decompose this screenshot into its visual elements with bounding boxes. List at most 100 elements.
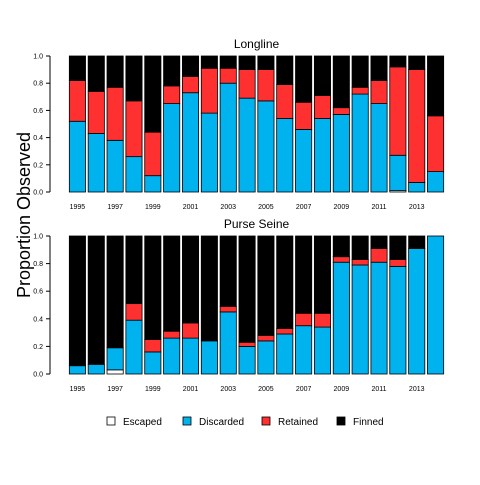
bar-retained-2005 [257,334,275,342]
x-tick-label: 2009 [334,204,350,211]
bar-retained-1996 [87,90,105,134]
bar-retained-2000 [163,330,181,339]
panel-longline: Longline 0.0 0.2 0.4 0.6 0.8 1.0 1995 1997 1999 20… [33,37,445,211]
bar-finned-2005 [257,235,275,336]
bar-finned-2006 [276,55,294,85]
bar-finned-2003 [219,235,237,307]
x-tick-label: 2011 [371,386,386,393]
bar-retained-2004 [238,341,256,347]
bar-discarded-2012 [389,265,407,375]
bar-retained-2010 [351,86,369,95]
bar-retained-1998 [125,100,143,158]
panel-purse-seine: Purse Seine 0.0 0.2 0.4 0.6 0.8 1.0 1995 1997 199… [33,217,445,393]
y-tick-label: 0.4 [33,135,43,142]
bar-finned-2003 [219,55,237,69]
bar-retained-1999 [144,339,162,353]
bar-discarded-2013 [408,182,426,193]
bar-discarded-1997 [106,347,124,371]
bar-discarded-2006 [276,118,294,193]
bar-discarded-1999 [144,351,162,375]
bar-finned-2007 [295,55,313,103]
bar-discarded-1995 [68,120,86,193]
bar-retained-2009 [332,107,350,115]
bar-retained-2012 [389,66,407,156]
bar-retained-2008 [313,95,331,119]
bar-finned-2008 [313,235,331,314]
bar-finned-1995 [68,235,86,367]
bar-finned-2010 [351,55,369,88]
panels: Longline 0.0 0.2 0.4 0.6 0.8 1.0 1995 1997 1999 20… [33,37,445,393]
bar-finned-2011 [370,235,388,249]
bar-retained-2001 [182,322,200,339]
bar-discarded-2012 [389,154,407,192]
x-tick-label: 2001 [183,386,199,393]
bar-finned-1996 [87,55,105,92]
bar-retained-2012 [389,259,407,267]
bar-discarded-2008 [313,326,331,375]
bar-discarded-2011 [370,261,388,375]
bar-finned-2005 [257,55,275,71]
bar-retained-2014 [427,115,445,172]
bar-retained-2011 [370,248,388,263]
bar-retained-2003 [219,67,237,84]
bar-discarded-2004 [238,345,256,375]
bar-finned-2010 [351,235,369,260]
x-tick-label: 1995 [70,204,86,211]
bar-retained-2001 [182,76,200,94]
bar-finned-2004 [238,235,256,343]
y-tick-label: 0.8 [33,81,43,88]
bar-finned-2002 [200,235,218,342]
y-tick-label: 0.2 [33,162,43,169]
x-tick-label: 2005 [258,204,274,211]
bar-retained-2009 [332,256,350,263]
y-tick-label: 1.0 [33,234,43,241]
legend-label-retained: Retained [278,417,318,428]
bar-retained-2006 [276,328,294,335]
x-tick-label: 1999 [145,386,161,393]
bar-finned-2004 [238,55,256,71]
x-tick-label: 2003 [220,204,236,211]
bar-finned-2000 [163,235,181,332]
x-tick-label: 2011 [371,204,386,211]
bar-discarded-2002 [200,112,218,193]
bar-discarded-2009 [332,114,350,193]
x-tick-label: 1999 [145,204,161,211]
x-tick-label: 2001 [183,204,199,211]
bar-discarded-2007 [295,325,313,375]
x-tick-label: 2007 [296,386,312,393]
x-tick-label: 2013 [409,204,425,211]
bar-discarded-1998 [125,156,143,193]
bar-retained-2002 [200,67,218,114]
bar-finned-2007 [295,235,313,314]
bar-finned-2002 [200,55,218,69]
bar-finned-2011 [370,55,388,81]
x-tick-label: 2013 [409,386,425,393]
bar-finned-1998 [125,55,143,102]
bar-discarded-1996 [87,133,105,193]
legend-label-discarded: Discarded [199,417,244,428]
y-tick-label: 0.4 [33,316,43,323]
bar-finned-2006 [276,235,294,329]
bar-discarded-2014 [427,171,445,193]
bar-discarded-2007 [295,129,313,193]
bar-retained-2005 [257,69,275,102]
legend-swatch-retained [261,416,271,426]
bar-discarded-2014 [427,235,445,375]
bar-finned-1997 [106,55,124,88]
bar-discarded-2006 [276,333,294,375]
bar-retained-2007 [295,101,313,130]
x-tick-label: 1995 [70,386,86,393]
bar-finned-1997 [106,235,124,349]
bar-finned-2012 [389,235,407,260]
bar-finned-2001 [182,235,200,324]
y-tick-label: 0.8 [33,261,43,268]
panel-title: Purse Seine [224,217,290,231]
x-tick-label: 1997 [107,386,123,393]
bar-finned-1995 [68,55,86,81]
bar-finned-2009 [332,235,350,258]
bar-retained-1999 [144,131,162,177]
bar-finned-2009 [332,55,350,109]
bar-finned-2013 [408,55,426,71]
legend-label-escaped: Escaped [123,417,162,428]
